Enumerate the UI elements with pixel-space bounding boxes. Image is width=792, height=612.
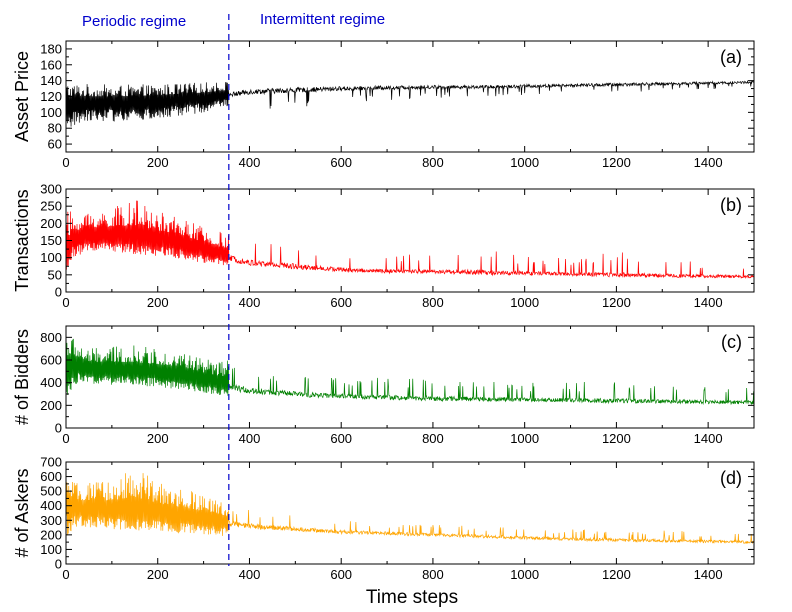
y-tick-label-b: 0 (55, 285, 62, 300)
panel-label-c: (c) (721, 332, 742, 352)
x-tick-label-c: 800 (422, 431, 444, 446)
y-tick-label-c: 400 (40, 375, 62, 390)
x-tick-label-b: 1400 (694, 295, 723, 310)
x-tick-label-c: 600 (330, 431, 352, 446)
y-axis-label-d: # of Askers (12, 468, 32, 557)
x-tick-label-c: 1400 (694, 431, 723, 446)
x-tick-label-d: 400 (239, 567, 261, 582)
panel-a: 0 200 400 600 800 1000 1200 1400 608010012014016… (12, 40, 755, 170)
y-axis-label-b: Transactions (12, 189, 32, 291)
y-tick-label-a: 160 (40, 57, 62, 72)
series-line-a (66, 80, 754, 127)
x-tick-label-a: 0 (62, 155, 69, 170)
y-tick-label-a: 80 (48, 121, 62, 136)
series-line-d (66, 473, 754, 544)
y-tick-label-a: 140 (40, 73, 62, 88)
x-tick-label-b: 800 (422, 295, 444, 310)
y-tick-label-b: 300 (40, 182, 62, 197)
y-tick-label-b: 150 (40, 233, 62, 248)
y-tick-label-d: 500 (40, 484, 62, 499)
x-tick-label-c: 1200 (602, 431, 631, 446)
periodic-regime-label: Periodic regime (82, 13, 186, 30)
y-tick-label-d: 200 (40, 527, 62, 542)
y-tick-label-d: 100 (40, 542, 62, 557)
y-tick-label-b: 50 (48, 267, 62, 282)
x-tick-label-b: 200 (147, 295, 169, 310)
series-line-c (66, 338, 754, 406)
y-tick-label-d: 700 (40, 455, 62, 470)
x-tick-label-d: 0 (62, 567, 69, 582)
panel-d: 0 200 400 600 800 1000 1200 1400010020030040050… (12, 455, 755, 582)
x-tick-label-d: 600 (330, 567, 352, 582)
x-tick-label-b: 600 (330, 295, 352, 310)
panels: 0 200 400 600 800 1000 1200 1400608010012014016… (12, 40, 755, 582)
x-tick-label-c: 1000 (510, 431, 539, 446)
x-tick-label-a: 200 (147, 155, 169, 170)
y-axis-label-a: Asset Price (12, 51, 32, 142)
y-tick-label-a: 100 (40, 105, 62, 120)
y-tick-label-b: 200 (40, 216, 62, 231)
y-tick-label-b: 100 (40, 250, 62, 265)
intermittent-regime-label: Intermittent regime (260, 11, 385, 28)
y-tick-label-c: 600 (40, 353, 62, 368)
x-tick-label-d: 1200 (602, 567, 631, 582)
x-tick-label-c: 400 (239, 431, 261, 446)
x-tick-label-d: 800 (422, 567, 444, 582)
y-tick-label-d: 0 (55, 557, 62, 572)
x-tick-label-a: 1400 (694, 155, 723, 170)
x-tick-label-d: 1000 (510, 567, 539, 582)
x-tick-label-c: 0 (62, 431, 69, 446)
panel-c: 0 200 400 600 800 1000 1200 1400 0 200 400 600 800 # … (12, 325, 755, 446)
x-tick-label-b: 1000 (510, 295, 539, 310)
y-tick-label-a: 180 (40, 41, 62, 56)
plot-frame-c (65, 325, 755, 429)
y-tick-label-c: 800 (40, 330, 62, 345)
x-tick-label-a: 400 (239, 155, 261, 170)
x-tick-label-c: 200 (147, 431, 169, 446)
panel-label-d: (d) (720, 468, 742, 488)
x-tick-label-a: 1200 (602, 155, 631, 170)
y-tick-label-d: 600 (40, 469, 62, 484)
y-tick-label-a: 60 (48, 137, 62, 152)
x-axis-label: Time steps (366, 587, 458, 608)
x-tick-label-b: 1200 (602, 295, 631, 310)
y-axis-label-c: # of Bidders (12, 329, 32, 425)
panel-label-b: (b) (720, 195, 742, 215)
x-tick-label-a: 600 (330, 155, 352, 170)
panel-b: 0 200 400 600 800 1000 1200 1400050100150200250… (12, 182, 755, 310)
y-tick-label-c: 0 (55, 421, 62, 436)
y-tick-label-b: 250 (40, 199, 62, 214)
x-tick-label-d: 1400 (694, 567, 723, 582)
y-tick-label-d: 300 (40, 513, 62, 528)
x-tick-label-a: 1000 (510, 155, 539, 170)
x-tick-label-a: 800 (422, 155, 444, 170)
x-tick-label-b: 0 (62, 295, 69, 310)
y-tick-label-c: 200 (40, 398, 62, 413)
x-tick-label-b: 400 (239, 295, 261, 310)
y-tick-label-d: 400 (40, 498, 62, 513)
y-tick-label-a: 120 (40, 89, 62, 104)
panel-label-a: (a) (720, 47, 742, 67)
x-tick-label-d: 200 (147, 567, 169, 582)
series-line-b (66, 200, 754, 279)
